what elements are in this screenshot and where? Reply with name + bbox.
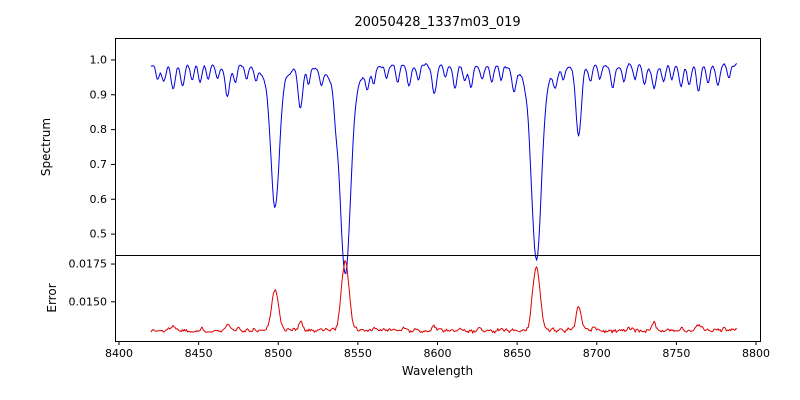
x-tick-label: 8450: [185, 347, 213, 360]
x-tick-label: 8400: [105, 347, 133, 360]
error-y-tick-label: 0.0175: [69, 258, 108, 271]
x-axis-label: Wavelength: [401, 364, 474, 378]
spectrum-y-tick-label: 1.0: [90, 53, 108, 66]
error-panel-border: [115, 255, 761, 342]
x-tick-label: 8550: [344, 347, 372, 360]
x-tick-label: 8600: [424, 347, 452, 360]
spectrum-line: [150, 63, 738, 275]
spectrum-y-tick-label: 0.9: [90, 88, 108, 101]
x-tick-label: 8700: [583, 347, 611, 360]
x-tick-label: 8800: [742, 347, 770, 360]
x-tick-label: 8650: [503, 347, 531, 360]
spectrum-y-tick-label: 0.7: [90, 158, 108, 171]
spectrum-y-tick-label: 0.5: [90, 228, 108, 241]
x-tick-label: 8750: [662, 347, 690, 360]
error-y-tick-label: 0.0150: [69, 295, 108, 308]
error-line: [150, 260, 738, 334]
spectrum-y-axis-label: Spectrum: [39, 117, 53, 177]
spectrum-y-tick-label: 0.8: [90, 123, 108, 136]
x-tick-label: 8500: [264, 347, 292, 360]
spectrum-y-tick-label: 0.6: [90, 193, 108, 206]
error-y-axis-label: Error: [45, 283, 59, 313]
chart-title: 20050428_1337m03_019: [354, 15, 521, 30]
